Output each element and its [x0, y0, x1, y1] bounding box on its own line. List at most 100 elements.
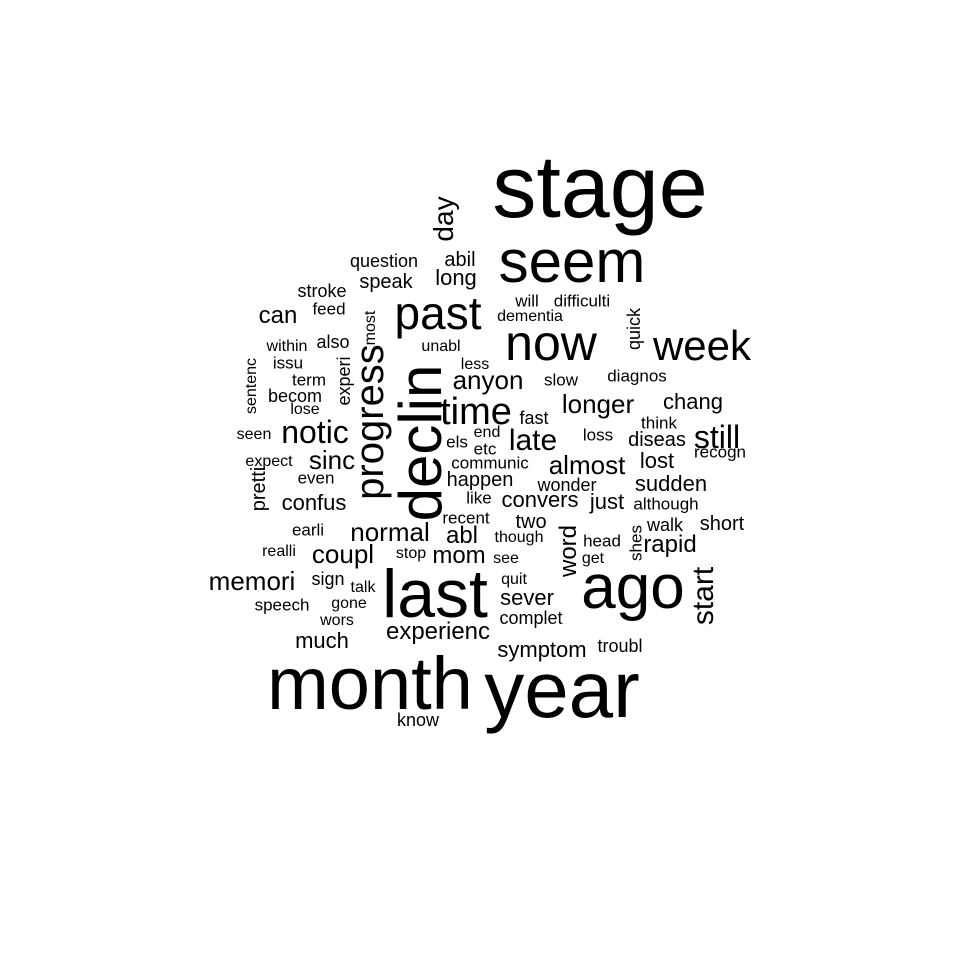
word-less: less [460, 356, 490, 373]
word-pretti: pretti [248, 466, 270, 512]
word-seem: seem [498, 228, 646, 295]
word-confus: confus [281, 490, 347, 515]
word-realli: realli [262, 543, 296, 560]
word-quit: quit [501, 571, 527, 588]
word-much: much [295, 628, 349, 653]
word-chang: chang [663, 389, 723, 414]
word-know: know [396, 710, 440, 730]
word-now: now [505, 315, 597, 371]
word-diseas: diseas [628, 429, 686, 451]
word-els: els [446, 432, 468, 452]
word-speak: speak [359, 271, 413, 293]
word-walk: walk [646, 515, 684, 535]
word-still: still [693, 419, 741, 455]
word-sinc: sinc [308, 445, 356, 475]
word-even: even [297, 468, 335, 488]
word-think: think [641, 413, 677, 433]
word-recogn: recogn [694, 442, 746, 462]
word-though: though [494, 529, 544, 546]
word-fast: fast [519, 408, 549, 428]
word-complet: complet [499, 608, 563, 628]
word-long: long [435, 265, 477, 290]
word-mom: mom [432, 542, 486, 569]
word-diagnos: diagnos [607, 366, 667, 386]
word-also: also [316, 332, 350, 352]
word-wonder: wonder [537, 475, 597, 495]
word-sign: sign [311, 569, 345, 589]
word-recent: recent [442, 508, 490, 528]
word-seen: seen [236, 426, 272, 443]
word-happen: happen [446, 469, 514, 491]
word-coupl: coupl [311, 539, 375, 569]
word-last: last [382, 556, 488, 632]
word-expect: expect [245, 453, 293, 470]
word-declin: declin [387, 364, 454, 522]
word-experi: experi [334, 356, 354, 406]
word-progress: progress [348, 344, 392, 500]
word-head: head [583, 531, 621, 551]
word-stroke: stroke [297, 281, 347, 301]
word-start: start [687, 566, 720, 626]
word-will: will [515, 291, 539, 311]
word-sentenc: sentenc [243, 357, 260, 415]
word-abl: abl [445, 522, 479, 549]
word-lose: lose [290, 401, 320, 418]
word-rapid: rapid [643, 531, 697, 558]
word-gone: gone [331, 595, 367, 612]
word-shes: shes [626, 525, 646, 561]
word-can: can [258, 302, 298, 329]
word-symptom: symptom [497, 637, 587, 662]
word-slow: slow [543, 370, 579, 390]
word-troubl: troubl [597, 636, 643, 656]
word-normal: normal [350, 517, 430, 547]
word-past: past [394, 287, 482, 339]
word-word: word [555, 524, 582, 578]
word-wors: wors [320, 612, 354, 629]
word-notic: notic [281, 414, 349, 450]
word-time: time [440, 391, 512, 433]
word-abil: abil [444, 249, 476, 271]
word-most: most [362, 310, 379, 346]
word-ago: ago [581, 553, 685, 622]
word-longer: longer [561, 389, 635, 419]
word-quick: quick [624, 307, 644, 351]
word-year: year [484, 645, 640, 734]
word-month: month [267, 642, 473, 725]
word-sever: sever [500, 585, 554, 610]
word-late: late [508, 424, 558, 457]
word-just: just [589, 489, 625, 514]
word-earli: earli [291, 520, 325, 540]
word-difficulti: difficulti [553, 291, 611, 311]
word-day: day [428, 196, 459, 242]
word-convers: convers [501, 487, 579, 512]
word-almost: almost [548, 450, 626, 480]
word-becom: becom [267, 386, 323, 406]
word-two: two [515, 511, 547, 533]
word-unabl: unabl [421, 338, 461, 355]
word-anyon: anyon [452, 365, 524, 395]
word-term: term [292, 370, 326, 390]
word-see: see [493, 550, 519, 567]
word-etc: etc [473, 439, 497, 459]
word-feed: feed [312, 299, 346, 319]
word-like: like [466, 488, 492, 508]
word-communic: communic [451, 453, 529, 473]
word-speech: speech [254, 595, 310, 615]
word-stop: stop [395, 545, 427, 562]
word-loss: loss [582, 425, 614, 445]
word-short: short [699, 513, 745, 535]
word-talk: talk [350, 579, 376, 596]
word-stage: stage [492, 137, 708, 236]
word-sudden: sudden [634, 471, 708, 496]
word-get: get [581, 550, 605, 567]
word-memori: memori [208, 566, 296, 596]
word-lost: lost [639, 448, 675, 473]
word-within: within [266, 338, 308, 355]
word-issu: issu [272, 353, 304, 373]
word-although: although [633, 494, 699, 514]
word-experienc: experienc [385, 618, 491, 645]
word-question: question [349, 251, 419, 271]
word-end: end [473, 424, 501, 441]
word-week: week [652, 322, 752, 369]
